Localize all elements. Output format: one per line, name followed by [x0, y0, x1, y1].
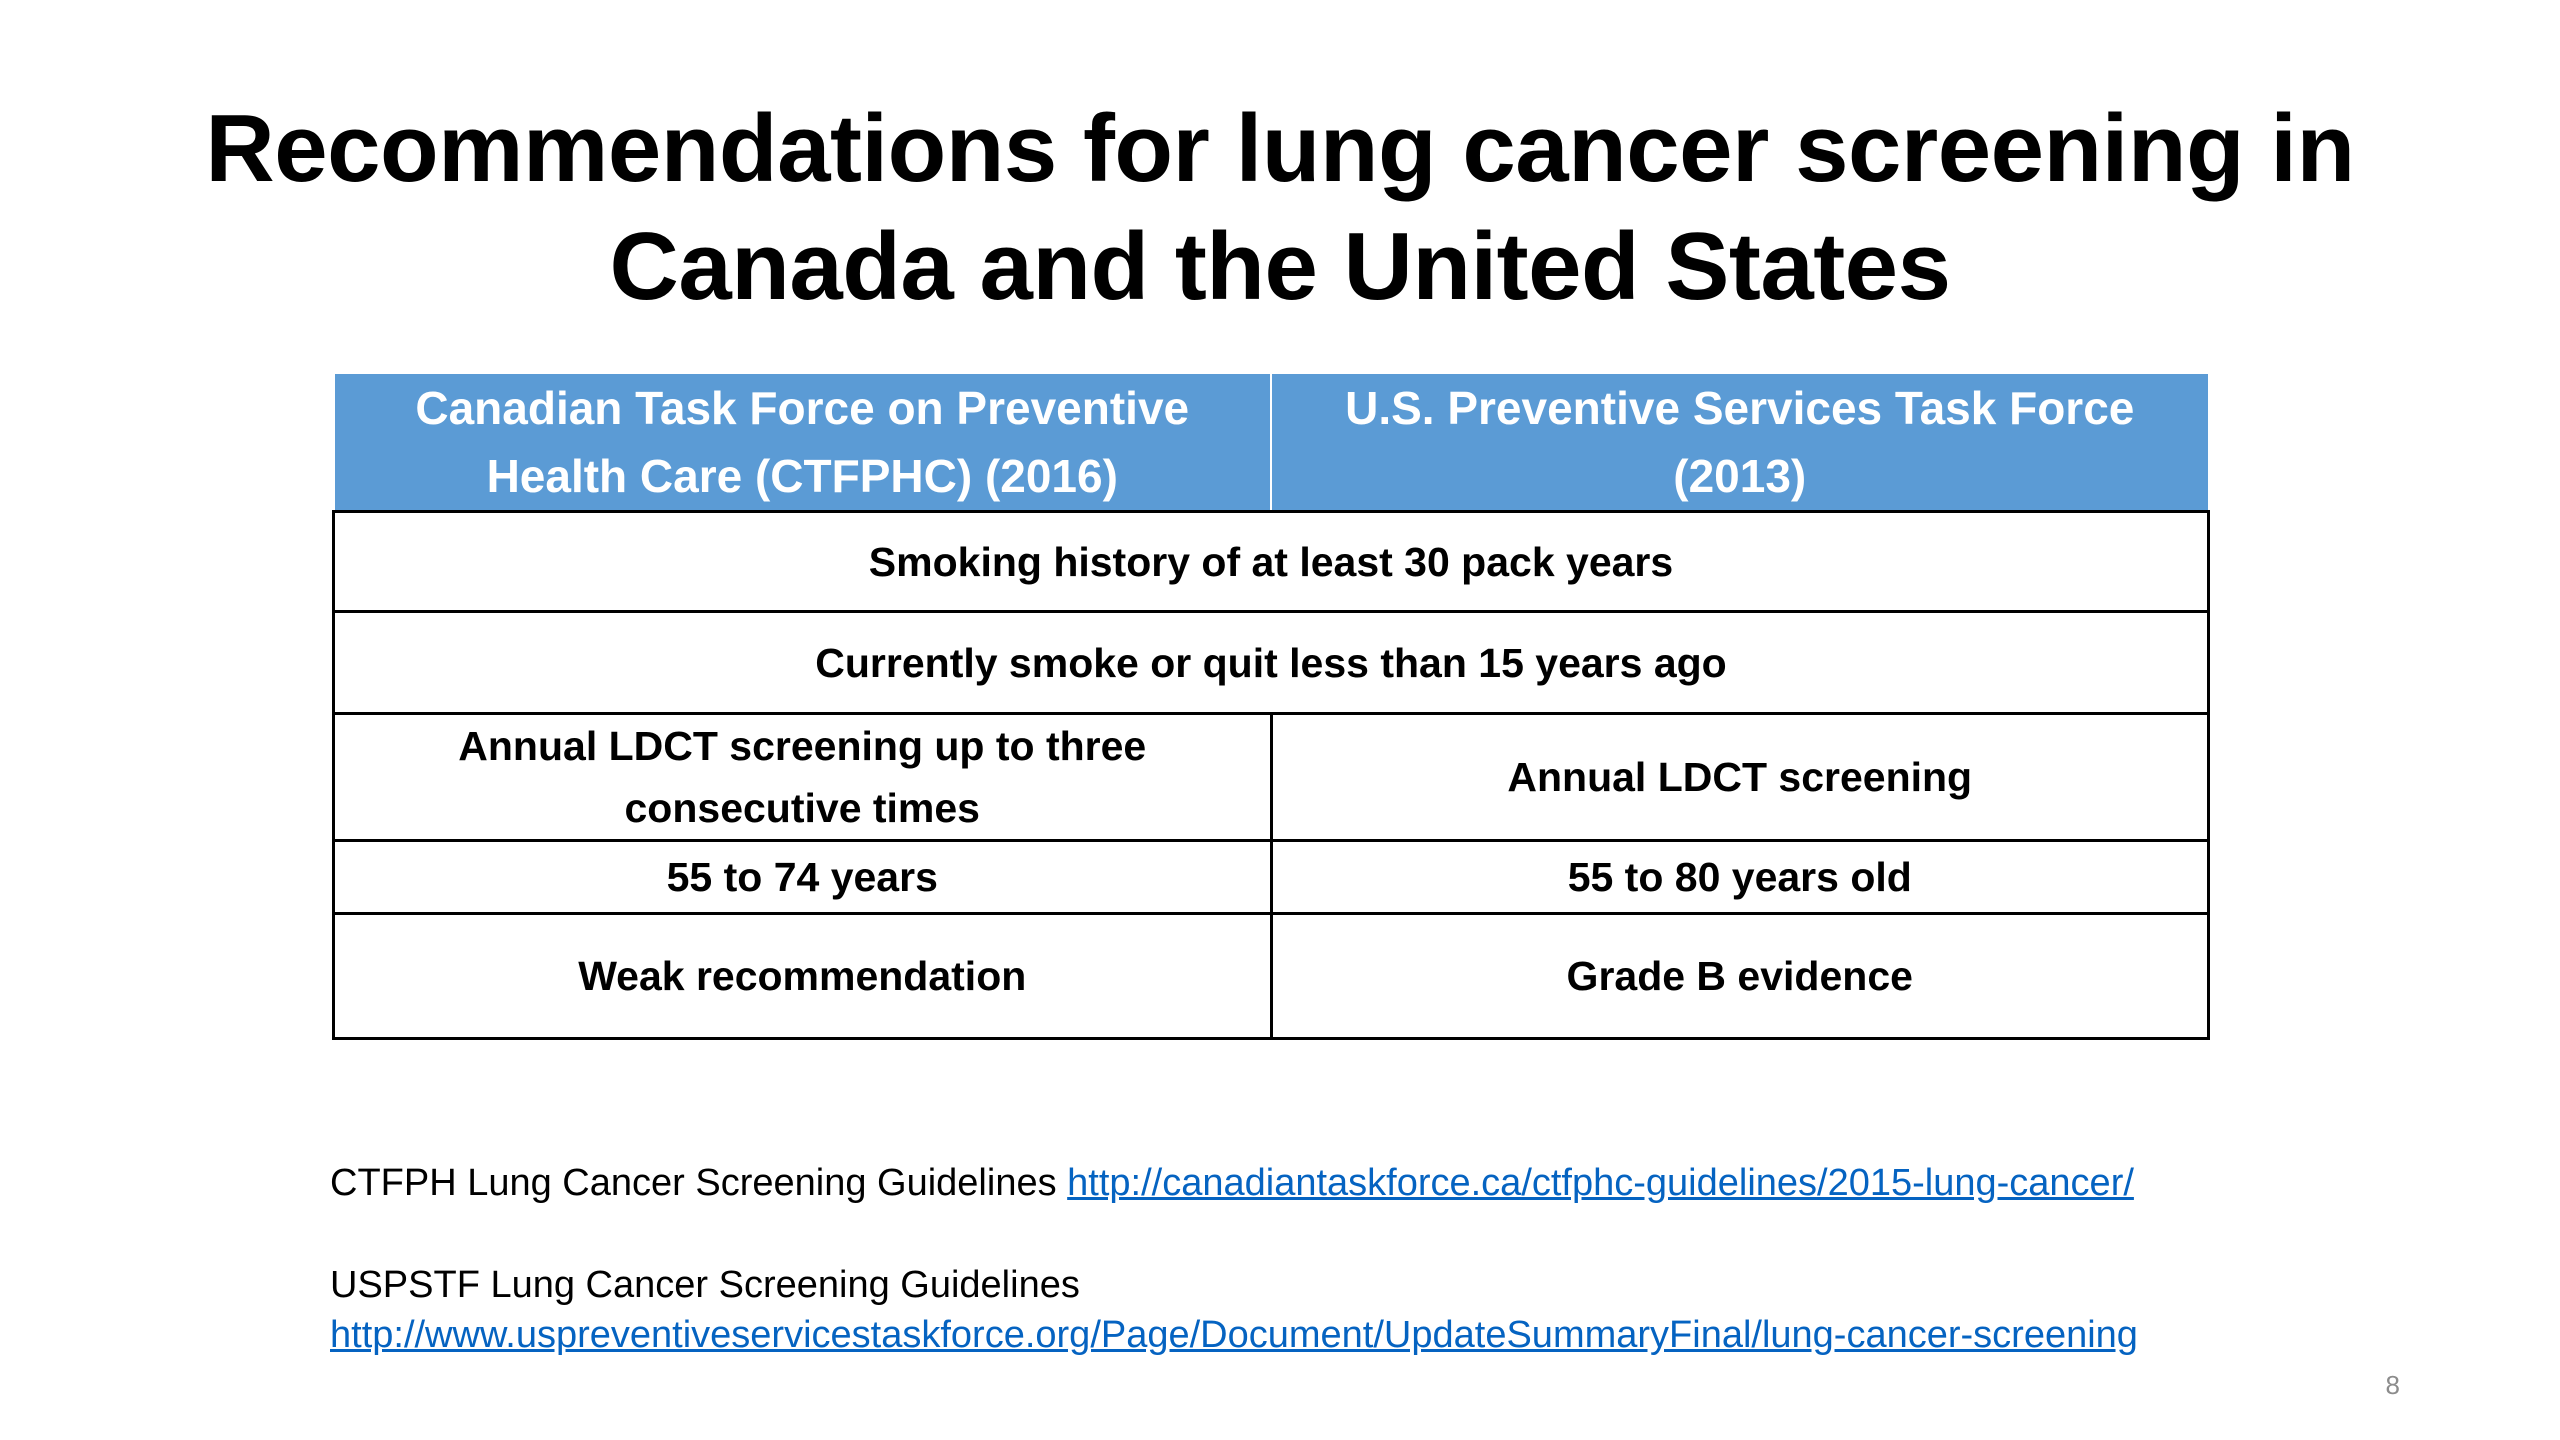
- cell-uspstf-screening: Annual LDCT screening: [1269, 712, 2210, 842]
- reference-ctfph-label: CTFPH Lung Cancer Screening Guidelines: [330, 1162, 1057, 1204]
- reference-ctfph-link[interactable]: http://canadiantaskforce.ca/ctfphc-guide…: [1067, 1162, 2134, 1204]
- table-row-screening-frequency: Annual LDCT screening up to three consec…: [332, 712, 2210, 842]
- table-row-recommendation-strength: Weak recommendation Grade B evidence: [332, 912, 2210, 1040]
- cell-ctfphc-strength: Weak recommendation: [332, 912, 1273, 1040]
- cell-ctfphc-screening: Annual LDCT screening up to three consec…: [332, 712, 1273, 842]
- cell-smoking-history: Smoking history of at least 30 pack year…: [332, 510, 2210, 613]
- table-header-row: Canadian Task Force on Preventive Health…: [332, 372, 2210, 513]
- header-uspstf: U.S. Preventive Services Task Force (201…: [1270, 372, 2210, 513]
- cell-uspstf-age: 55 to 80 years old: [1269, 839, 2210, 915]
- recommendations-table: Canadian Task Force on Preventive Health…: [332, 372, 2210, 1040]
- header-ctfphc: Canadian Task Force on Preventive Health…: [332, 372, 1272, 513]
- slide-title-line-2: Canada and the United States: [609, 213, 1951, 320]
- reference-uspstf-label: USPSTF Lung Cancer Screening Guidelines: [330, 1264, 1080, 1306]
- reference-uspstf-link[interactable]: http://www.uspreventiveservicestaskforce…: [330, 1314, 2138, 1356]
- table-row-age-range: 55 to 74 years 55 to 80 years old: [332, 839, 2210, 915]
- references: CTFPH Lung Cancer Screening Guidelines h…: [330, 1158, 2330, 1360]
- cell-ctfphc-age: 55 to 74 years: [332, 839, 1273, 915]
- slide-title: Recommendations for lung cancer screenin…: [160, 90, 2400, 326]
- cell-uspstf-strength: Grade B evidence: [1269, 912, 2210, 1040]
- page-number: 8: [2385, 1370, 2400, 1400]
- cell-smoking-status: Currently smoke or quit less than 15 yea…: [332, 610, 2210, 715]
- slide-title-line-1: Recommendations for lung cancer screenin…: [205, 95, 2355, 202]
- table-row-smoking-history: Smoking history of at least 30 pack year…: [332, 510, 2210, 613]
- reference-ctfph: CTFPH Lung Cancer Screening Guidelines h…: [330, 1158, 2330, 1208]
- table-row-smoking-status: Currently smoke or quit less than 15 yea…: [332, 610, 2210, 715]
